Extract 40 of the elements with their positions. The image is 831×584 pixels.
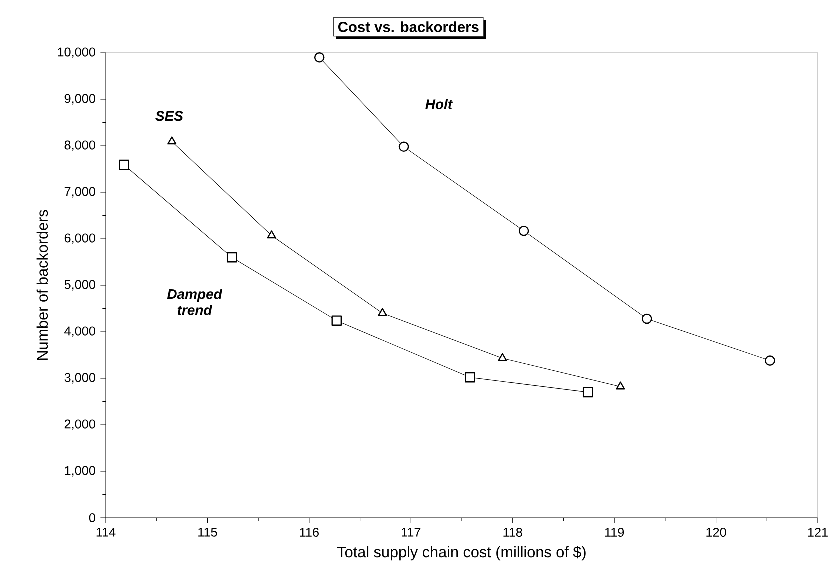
y-tick-label: 6,000 <box>64 234 96 244</box>
point <box>616 382 626 390</box>
point <box>314 52 325 63</box>
x-tick-label: 116 <box>300 528 319 537</box>
y-tick-label: 2,000 <box>64 420 96 430</box>
point <box>765 356 776 366</box>
y-tick-label: 7,000 <box>64 187 96 198</box>
y-tick-label: 8,000 <box>64 140 96 152</box>
point <box>119 160 130 170</box>
point <box>168 136 177 145</box>
y-tick-label: 4,000 <box>64 326 96 338</box>
x-tick-label: 117 <box>402 528 421 537</box>
series-label: SES <box>156 111 184 122</box>
x-tick-label: 120 <box>706 528 726 537</box>
x-tick-label: 121 <box>808 528 828 537</box>
point <box>332 316 342 326</box>
x-tick-label: 118 <box>504 528 522 537</box>
point <box>267 230 276 239</box>
point <box>226 252 238 263</box>
x-tick-label: 119 <box>605 528 624 537</box>
y-tick-label: 3,000 <box>64 373 96 384</box>
x-axis-title: Total supply chain cost (millions of $) <box>337 546 586 561</box>
y-axis-title: Number of backorders <box>36 210 48 360</box>
x-tick-label: 114 <box>96 528 116 537</box>
y-tick-label: 5,000 <box>64 280 96 291</box>
point <box>518 226 530 236</box>
y-tick-label: 1,000 <box>65 466 96 477</box>
point <box>378 308 388 316</box>
point <box>398 142 410 152</box>
point <box>465 372 476 383</box>
point <box>498 353 508 362</box>
point <box>642 314 652 324</box>
point <box>582 387 594 398</box>
text: Holt <box>426 99 454 110</box>
y-tick-label: 10,000 <box>58 48 96 58</box>
chart-title: Cost vs. backorders <box>338 22 479 32</box>
y-tick-label: 9,000 <box>64 94 96 105</box>
y-tick-label: 0 <box>89 514 96 522</box>
x-tick-label: 115 <box>198 528 218 537</box>
series-label: Damped trend <box>167 288 223 316</box>
